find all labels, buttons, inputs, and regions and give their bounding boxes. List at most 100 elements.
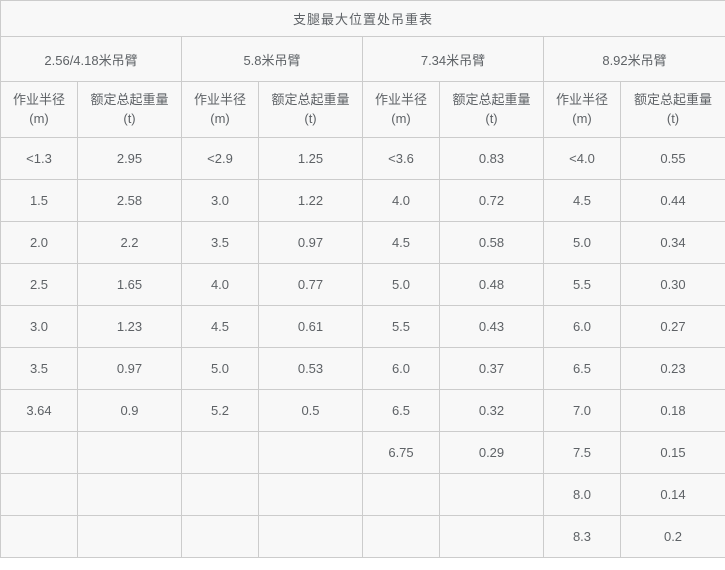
table-row: 3.0 1.23 4.5 0.61 5.5 0.43 6.0 0.27: [0, 305, 725, 348]
cell-load: 0.18: [619, 389, 725, 432]
col-header-radius: 作业半径 (m): [543, 81, 621, 138]
cell-radius: 3.64: [0, 389, 78, 432]
cell-load: 1.25: [258, 137, 363, 180]
cell-radius: 4.5: [362, 221, 440, 264]
radius-unit: (m): [572, 111, 592, 127]
cell-radius: <4.0: [543, 137, 621, 180]
cell-load: 0.77: [258, 263, 363, 306]
table-row: 2.0 2.2 3.5 0.97 4.5 0.58 5.0 0.34: [0, 221, 725, 264]
cell-radius: 3.0: [0, 305, 78, 348]
cell-radius: 3.5: [0, 347, 78, 390]
radius-label: 作业半径: [374, 91, 427, 107]
cell-load: [77, 431, 182, 474]
col-header-load: 额定总起重量 (t): [619, 81, 725, 138]
cell-load: 0.72: [439, 179, 544, 222]
cell-load: 0.61: [258, 305, 363, 348]
cell-radius: 8.3: [543, 515, 621, 558]
load-unit: (t): [304, 111, 317, 127]
cell-radius: [362, 515, 440, 558]
cell-radius: 6.0: [362, 347, 440, 390]
cell-load: [258, 473, 363, 516]
table-row: <1.3 2.95 <2.9 1.25 <3.6 0.83 <4.0 0.55: [0, 137, 725, 180]
cell-radius: 4.5: [543, 179, 621, 222]
cell-load: [258, 515, 363, 558]
cell-radius: 6.0: [543, 305, 621, 348]
cell-radius: 4.0: [181, 263, 259, 306]
cell-load: [77, 515, 182, 558]
cell-radius: 2.0: [0, 221, 78, 264]
cell-radius: 6.5: [362, 389, 440, 432]
cell-radius: 5.0: [362, 263, 440, 306]
radius-unit: (m): [29, 111, 49, 127]
load-label: 额定总起重量: [452, 91, 531, 107]
table-row: 3.5 0.97 5.0 0.53 6.0 0.37 6.5 0.23: [0, 347, 725, 390]
cell-load: 0.97: [77, 347, 182, 390]
table-row: 2.5 1.65 4.0 0.77 5.0 0.48 5.5 0.30: [0, 263, 725, 306]
table-body: <1.3 2.95 <2.9 1.25 <3.6 0.83 <4.0 0.55 1.5 2…: [0, 137, 725, 558]
group-header-boom-1: 2.56/4.18米吊臂: [0, 36, 182, 82]
cell-radius: 6.5: [543, 347, 621, 390]
load-unit: (t): [666, 111, 680, 127]
cell-radius: 6.75: [362, 431, 440, 474]
radius-unit: (m): [210, 111, 230, 127]
cell-radius: [181, 473, 259, 516]
cell-radius: 5.0: [181, 347, 259, 390]
col-header-radius: 作业半径 (m): [0, 81, 78, 138]
load-label: 额定总起重量: [634, 91, 713, 107]
cell-radius: 5.5: [543, 263, 621, 306]
cell-load: [77, 473, 182, 516]
group-header-boom-3: 7.34米吊臂: [362, 36, 544, 82]
cell-load: 2.58: [77, 179, 182, 222]
cell-load: 0.43: [439, 305, 544, 348]
title-row: 支腿最大位置处吊重表: [0, 0, 725, 37]
lifting-capacity-table: 支腿最大位置处吊重表 2.56/4.18米吊臂 5.8米吊臂 7.34米吊臂 8…: [0, 0, 725, 558]
group-header-boom-4: 8.92米吊臂: [542, 36, 725, 82]
cell-load: 0.97: [258, 221, 363, 264]
cell-radius: [181, 515, 259, 558]
table-row: 1.5 2.58 3.0 1.22 4.0 0.72 4.5 0.44: [0, 179, 725, 222]
cell-load: 0.83: [439, 137, 544, 180]
cell-radius: 3.5: [181, 221, 259, 264]
cell-load: 0.55: [619, 137, 725, 180]
cell-radius: 3.0: [181, 179, 259, 222]
cell-radius: 5.5: [362, 305, 440, 348]
table-row: 6.75 0.29 7.5 0.15: [0, 431, 725, 474]
cell-radius: 7.5: [543, 431, 621, 474]
cell-load: 0.23: [619, 347, 725, 390]
cell-radius: [0, 473, 78, 516]
cell-radius: <3.6: [362, 137, 440, 180]
cell-load: 1.65: [77, 263, 182, 306]
cell-load: 0.44: [619, 179, 725, 222]
col-header-load: 额定总起重量 (t): [77, 81, 182, 138]
cell-load: [258, 431, 363, 474]
cell-radius: [0, 515, 78, 558]
cell-load: 0.29: [439, 431, 544, 474]
table-row: 3.64 0.9 5.2 0.5 6.5 0.32 7.0 0.18: [0, 389, 725, 432]
table-title: 支腿最大位置处吊重表: [0, 0, 725, 37]
cell-radius: [181, 431, 259, 474]
cell-load: 0.58: [439, 221, 544, 264]
cell-load: [439, 473, 544, 516]
cell-load: 1.23: [77, 305, 182, 348]
cell-load: 0.37: [439, 347, 544, 390]
radius-label: 作业半径: [555, 91, 608, 107]
radius-unit: (m): [391, 111, 411, 127]
cell-load: 0.9: [77, 389, 182, 432]
cell-load: 0.2: [619, 515, 725, 558]
cell-radius: 7.0: [543, 389, 621, 432]
cell-radius: 2.5: [0, 263, 78, 306]
cell-load: 0.48: [439, 263, 544, 306]
cell-radius: 5.2: [181, 389, 259, 432]
radius-label: 作业半径: [12, 91, 65, 107]
col-header-load: 额定总起重量 (t): [439, 81, 544, 138]
col-header-radius: 作业半径 (m): [181, 81, 259, 138]
cell-load: 0.53: [258, 347, 363, 390]
cell-load: 2.2: [77, 221, 182, 264]
col-header-radius: 作业半径 (m): [362, 81, 440, 138]
table-row: 8.0 0.14: [0, 473, 725, 516]
cell-load: 1.22: [258, 179, 363, 222]
boom-group-header-row: 2.56/4.18米吊臂 5.8米吊臂 7.34米吊臂 8.92米吊臂: [0, 36, 725, 82]
cell-load: 0.15: [619, 431, 725, 474]
cell-load: 0.34: [619, 221, 725, 264]
